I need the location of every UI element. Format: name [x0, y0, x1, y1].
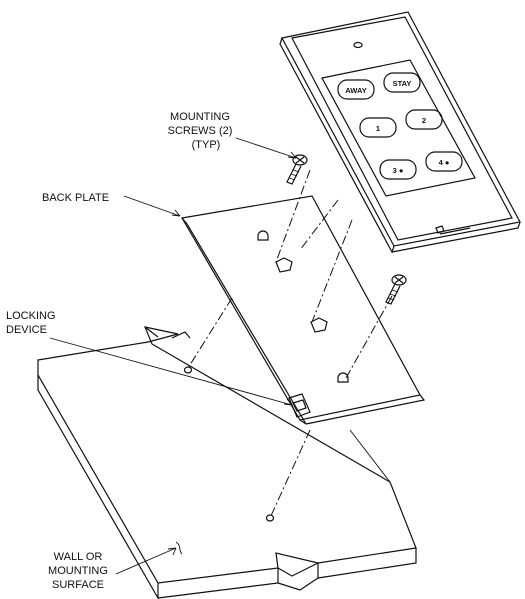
callout-labels: MOUNTING SCREWS (2) (TYP) BACK PLATE LOC… [6, 111, 232, 591]
leader-lines [49, 137, 297, 575]
label-mounting-screws-2: SCREWS (2) [168, 125, 233, 137]
wall-hole [183, 366, 193, 374]
keyfob-keypad [279, 11, 521, 254]
stay-key: STAY [383, 72, 421, 93]
alignment-lines [187, 169, 393, 519]
key-2: 2 [405, 109, 443, 130]
svg-text:STAY: STAY [393, 79, 412, 88]
label-wall-3: SURFACE [52, 579, 104, 591]
label-mounting-screws-1: MOUNTING [170, 111, 230, 123]
label-wall-2: MOUNTING [48, 565, 108, 577]
key-1: 1 [359, 117, 397, 138]
mounting-screw-lower [385, 274, 407, 305]
label-locking-device-2: DEVICE [6, 324, 47, 336]
back-plate [181, 195, 426, 425]
svg-text:3 ●: 3 ● [393, 166, 404, 175]
label-wall-1: WALL OR [54, 551, 103, 563]
wall-mounting-surface [37, 326, 417, 599]
away-key: AWAY [337, 79, 375, 100]
svg-text:2: 2 [422, 116, 426, 125]
label-mounting-screws-3: (TYP) [192, 139, 221, 151]
key-3: 3 ● [379, 159, 417, 180]
label-back-plate: BACK PLATE [42, 192, 109, 204]
mounting-screw-upper [286, 154, 308, 185]
key-4: 4 ● [425, 151, 463, 172]
label-locking-device-1: LOCKING [6, 310, 56, 322]
svg-text:4 ●: 4 ● [439, 158, 450, 167]
keypad-buttons: AWAY STAY 1 2 3 ● 4 ● [337, 72, 463, 180]
svg-text:AWAY: AWAY [345, 86, 366, 95]
svg-text:1: 1 [376, 124, 380, 133]
